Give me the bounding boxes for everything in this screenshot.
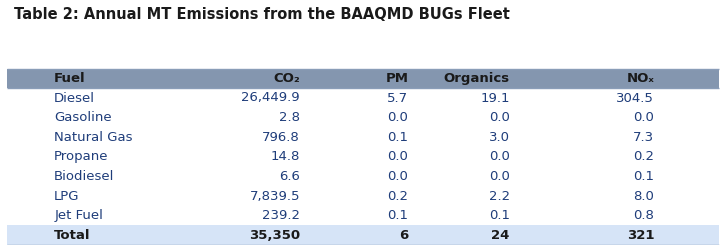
Text: 19.1: 19.1 [480,91,510,105]
Text: NOₓ: NOₓ [626,72,654,85]
Text: 2.8: 2.8 [279,111,300,124]
Text: 0.2: 0.2 [633,150,654,163]
Bar [7,108,719,127]
Text: 5.7: 5.7 [388,91,408,105]
Text: 304.5: 304.5 [617,91,654,105]
Text: 24: 24 [492,229,510,242]
Text: 0.0: 0.0 [388,150,408,163]
Text: 0.8: 0.8 [633,209,654,222]
Text: 0.2: 0.2 [388,189,408,203]
Text: 7,839.5: 7,839.5 [249,189,300,203]
Text: 6.6: 6.6 [279,170,300,183]
Text: PM: PM [385,72,408,85]
Text: Table 2: Annual MT Emissions from the BAAQMD BUGs Fleet: Table 2: Annual MT Emissions from the BA… [14,7,510,22]
Text: Diesel: Diesel [54,91,95,105]
Text: 796.8: 796.8 [262,131,300,144]
Bar [7,127,719,147]
Bar [7,69,719,88]
Text: 0.0: 0.0 [489,150,510,163]
Bar [7,88,719,108]
Text: 7.3: 7.3 [633,131,654,144]
Text: 26,449.9: 26,449.9 [241,91,300,105]
Text: 8.0: 8.0 [633,189,654,203]
Text: Propane: Propane [54,150,108,163]
Text: 6: 6 [399,229,408,242]
Text: Natural Gas: Natural Gas [54,131,133,144]
Bar [7,206,719,225]
Text: 0.1: 0.1 [388,209,408,222]
Text: 3.0: 3.0 [489,131,510,144]
Text: 0.0: 0.0 [489,170,510,183]
Text: Total: Total [54,229,90,242]
Text: 0.1: 0.1 [489,209,510,222]
Text: LPG: LPG [54,189,80,203]
Text: CO₂: CO₂ [273,72,300,85]
Text: Biodiesel: Biodiesel [54,170,115,183]
Text: 321: 321 [627,229,654,242]
Text: 2.2: 2.2 [489,189,510,203]
Text: 239.2: 239.2 [262,209,300,222]
Text: 35,350: 35,350 [249,229,300,242]
Bar [7,147,719,167]
Text: Organics: Organics [444,72,510,85]
Text: Fuel: Fuel [54,72,86,85]
Bar [7,186,719,206]
Text: 0.0: 0.0 [388,111,408,124]
Text: Gasoline: Gasoline [54,111,112,124]
Bar [7,167,719,186]
Text: Jet Fuel: Jet Fuel [54,209,103,222]
Text: 0.0: 0.0 [388,170,408,183]
Bar [7,225,719,245]
Text: 0.1: 0.1 [633,170,654,183]
Text: 0.0: 0.0 [633,111,654,124]
Text: 0.1: 0.1 [388,131,408,144]
Text: 14.8: 14.8 [270,150,300,163]
Text: 0.0: 0.0 [489,111,510,124]
